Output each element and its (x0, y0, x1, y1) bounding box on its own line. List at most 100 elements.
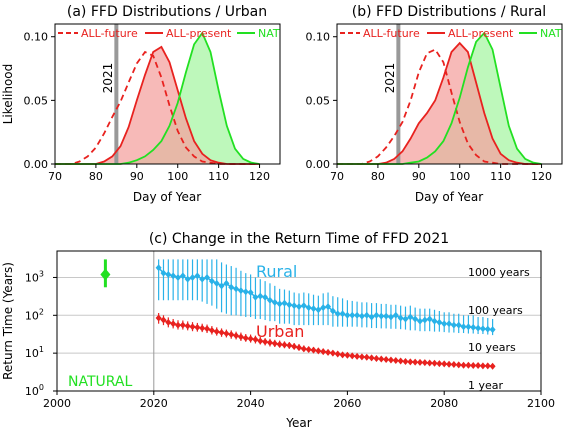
panel-b-legend: ALL-future ALL-present NAT (340, 27, 562, 40)
label-natural: NATURAL (68, 374, 132, 390)
urban-point (397, 357, 404, 365)
rural-point (373, 311, 380, 319)
legend-label-all-future: ALL-future (81, 27, 138, 40)
y-tick-label: 100 (25, 383, 44, 398)
y-tick-label: 101 (25, 345, 44, 360)
urban-point (368, 354, 375, 362)
x-tick-label: 120 (249, 170, 270, 183)
label-urban: Urban (256, 322, 304, 341)
urban-point (300, 345, 307, 353)
urban-point (315, 347, 322, 355)
urban-point (237, 333, 244, 341)
x-tick-label: 100 (449, 170, 470, 183)
y-tick-label: 0.05 (24, 94, 49, 107)
rural-point (271, 298, 278, 306)
rural-point (310, 305, 317, 313)
urban-point (479, 362, 486, 370)
rural-point (339, 310, 346, 318)
x-tick-label: 2080 (430, 397, 458, 410)
urban-point (392, 356, 399, 364)
panel-a-legend: ALL-future ALL-present NAT (58, 27, 280, 40)
urban-point (233, 332, 240, 340)
urban-point (194, 323, 201, 331)
panel-b-annotation-2021: 2021 (383, 63, 397, 94)
urban-point (170, 320, 177, 328)
rural-point (184, 275, 191, 283)
rural-point (412, 315, 419, 323)
rural-point (325, 303, 332, 311)
urban-point (402, 358, 409, 366)
urban-point (421, 359, 428, 367)
ref-label-100-years: 100 years (468, 304, 523, 317)
rural-point (431, 317, 438, 325)
panel-a-annotation-2021: 2021 (101, 63, 115, 94)
urban-point (475, 362, 482, 370)
urban-point (199, 324, 206, 332)
urban-point (450, 361, 457, 369)
rural-point (446, 320, 453, 328)
rural-point (291, 302, 298, 310)
rural-point (334, 310, 341, 318)
rural-point (320, 304, 327, 312)
urban-point (305, 345, 312, 353)
urban-point (242, 334, 249, 342)
y-tick-label: 0.00 (306, 158, 331, 171)
area-all-present (55, 46, 260, 164)
urban-point (373, 355, 380, 363)
urban-point (349, 352, 356, 360)
rural-point (441, 320, 448, 328)
urban-point (363, 353, 370, 361)
urban-point (383, 355, 390, 363)
label-rural: Rural (256, 262, 297, 281)
urban-point (296, 344, 302, 352)
rural-point (329, 307, 336, 315)
urban-point (281, 341, 288, 349)
rural-point (242, 288, 249, 296)
rural-point (426, 315, 433, 323)
panel-c-ylabel: Return Time (Years) (1, 262, 15, 380)
urban-line (158, 317, 493, 368)
urban-point (291, 342, 298, 350)
rural-point (170, 272, 177, 280)
rural-point (460, 323, 467, 331)
panel-a-frame (54, 23, 281, 165)
x-tick-label: 2020 (140, 397, 168, 410)
rural-point (179, 272, 186, 280)
urban-point (412, 358, 419, 366)
x-tick-label: 2100 (527, 397, 555, 410)
x-tick-label: 2000 (43, 397, 71, 410)
rural-point (228, 283, 235, 291)
rural-point (417, 317, 423, 325)
rural-point (455, 321, 462, 329)
rural-point (354, 311, 361, 319)
rural-point (286, 301, 293, 309)
panel-b-title: (b) FFD Distributions / Rural (352, 4, 546, 20)
rural-point (237, 287, 244, 295)
y-tick-label: 102 (25, 307, 44, 322)
rural-point (392, 311, 399, 319)
rural-point (175, 273, 181, 281)
rural-point (358, 312, 365, 320)
urban-point (436, 360, 443, 368)
rural-point (315, 306, 322, 314)
legend-label-all-present: ALL-present (166, 27, 232, 40)
urban-point (266, 339, 273, 347)
urban-point (286, 341, 293, 349)
urban-point (165, 318, 172, 326)
urban-point (228, 331, 235, 339)
rural-point (450, 321, 457, 329)
rural-point (378, 312, 385, 320)
x-tick-label: 110 (490, 170, 511, 183)
urban-point (470, 362, 477, 370)
panel-a-ylabel: Likelihood (1, 64, 15, 125)
rural-point (223, 279, 230, 287)
rural-point (397, 314, 404, 322)
panel-c-frame (56, 250, 542, 392)
urban-point (262, 338, 269, 346)
x-tick-label: 90 (412, 170, 426, 183)
rural-point (402, 315, 409, 323)
natural-point (100, 268, 111, 281)
x-tick-label: 80 (371, 170, 385, 183)
rural-point (475, 324, 482, 332)
panel-a-urban-distribution: 70 80 90 100 110 120 0.00 0.05 0.10 (a) FFD Dist… (1, 4, 281, 204)
